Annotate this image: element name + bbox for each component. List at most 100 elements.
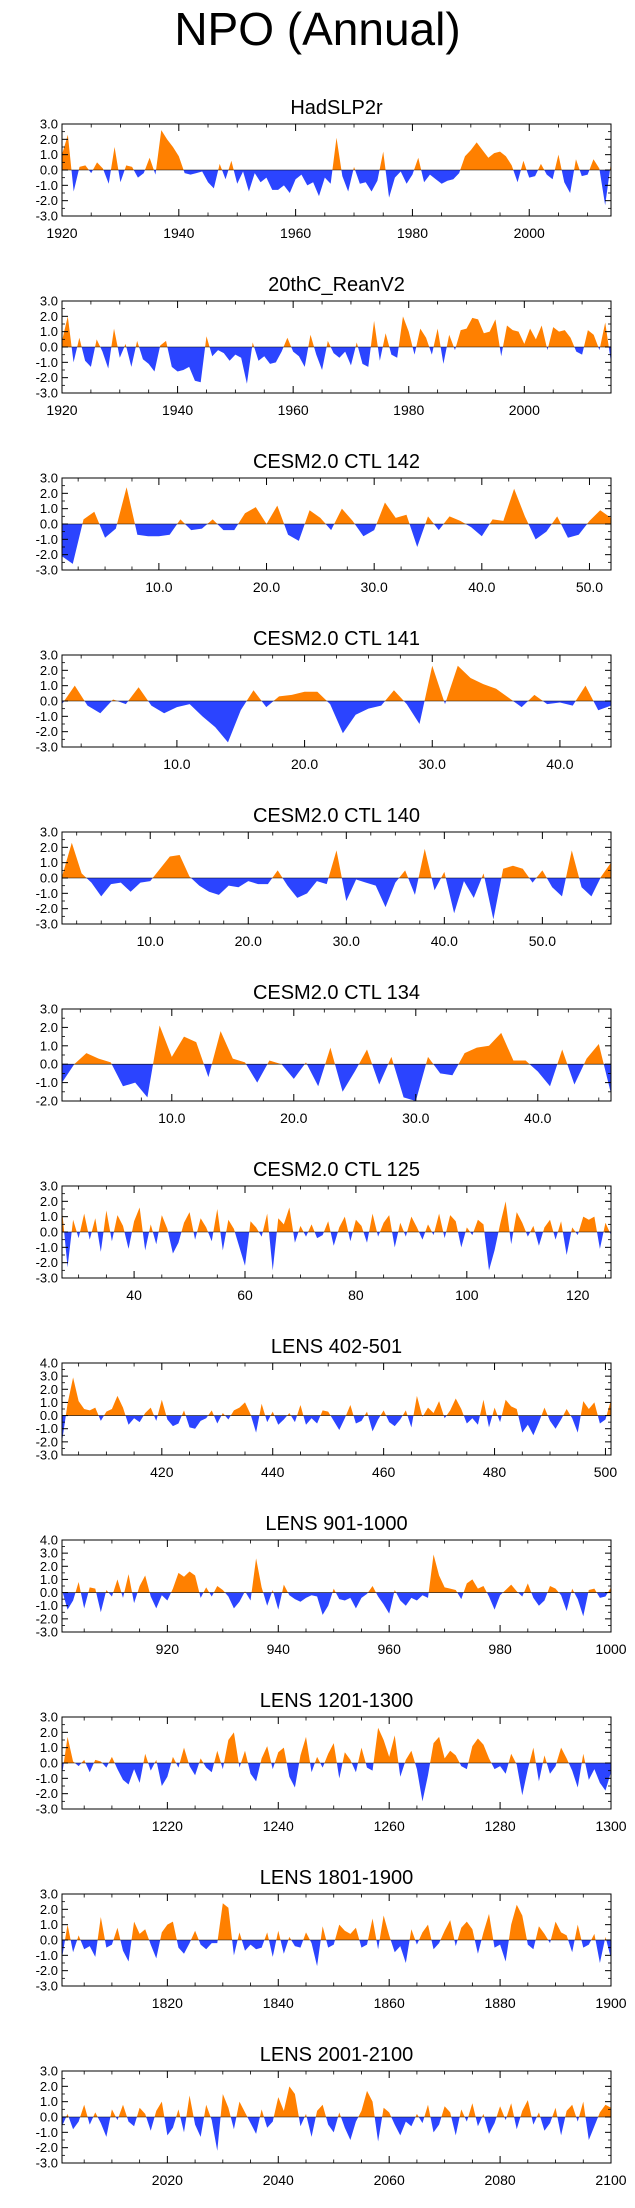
- y-tick-label: 2.0: [40, 1902, 58, 1917]
- x-tick-label: 20.0: [291, 756, 318, 772]
- y-tick-label: 0.0: [40, 163, 58, 178]
- negative-area: [62, 1415, 607, 1442]
- panel-title: LENS 901-1000: [265, 1513, 407, 1535]
- panel-11: LENS 1801-1900 3.02.01.00.0-1.0-2.0-3.0 18…: [36, 1867, 627, 2011]
- panel-title: HadSLP2r: [290, 97, 383, 119]
- y-tick-label: -1.0: [36, 355, 58, 370]
- negative-area: [62, 524, 588, 564]
- x-tick-label: 940: [267, 1641, 291, 1657]
- x-tick-label: 2080: [485, 2172, 516, 2188]
- x-tick-label: 1300: [595, 1818, 626, 1834]
- y-tick-label: -3.0: [36, 386, 58, 401]
- x-tick-label: 30.0: [333, 933, 360, 949]
- y-tick-label: 1.0: [40, 1572, 58, 1587]
- x-tick-label: 10.0: [137, 933, 164, 949]
- main-title: NPO (Annual): [174, 3, 461, 55]
- y-tick-label: 1.0: [40, 501, 58, 516]
- x-tick-label: 1860: [374, 1995, 405, 2011]
- y-tick-label: 1.0: [40, 147, 58, 162]
- y-tick-label: -1.0: [36, 1771, 58, 1786]
- x-tick-label: 500: [594, 1464, 618, 1480]
- y-tick-label: -1.0: [36, 178, 58, 193]
- y-tick-label: -2.0: [36, 1611, 58, 1626]
- x-tick-label: 50.0: [576, 579, 603, 595]
- y-tick-label: -3.0: [36, 1448, 58, 1463]
- panel-4: CESM2.0 CTL 141 3.02.01.00.0-1.0-2.0-3.0 1…: [36, 628, 612, 772]
- x-tick-label: 1220: [152, 1818, 183, 1834]
- panel-9: LENS 901-1000 4.03.02.01.00.0-1.0-2.0-3.0…: [36, 1513, 627, 1657]
- y-tick-label: 3.0: [40, 471, 58, 486]
- y-tick-label: -2.0: [36, 1255, 58, 1270]
- y-tick-label: -2.0: [36, 1786, 58, 1801]
- y-tick-label: -1.0: [36, 1421, 58, 1436]
- positive-area: [62, 842, 611, 878]
- y-tick-label: -2.0: [36, 2140, 58, 2155]
- plot-frame: [61, 1362, 612, 1456]
- x-tick-label: 2000: [514, 225, 545, 241]
- x-tick-label: 60: [237, 1287, 253, 1303]
- y-tick-label: 0.0: [40, 1057, 58, 1072]
- x-tick-label: 20.0: [253, 579, 280, 595]
- y-tick-label: -1.0: [36, 1598, 58, 1613]
- x-tick-label: 40.0: [468, 579, 495, 595]
- panel-title: LENS 1801-1900: [260, 1867, 413, 1889]
- positive-area: [64, 665, 594, 701]
- x-tick-label: 1000: [595, 1641, 626, 1657]
- y-tick-label: -2.0: [36, 1094, 58, 1109]
- y-tick-label: -2.0: [36, 724, 58, 739]
- y-tick-label: -1.0: [36, 886, 58, 901]
- y-tick-label: 1.0: [40, 1038, 58, 1053]
- panel-title: CESM2.0 CTL 142: [253, 451, 420, 473]
- x-tick-label: 2040: [263, 2172, 294, 2188]
- positive-area: [62, 316, 609, 347]
- y-tick-label: -2.0: [36, 1434, 58, 1449]
- x-tick-label: 2020: [152, 2172, 183, 2188]
- y-tick-label: 0.0: [40, 1756, 58, 1771]
- y-tick-label: 2.0: [40, 1725, 58, 1740]
- panel-title: LENS 1201-1300: [260, 1690, 413, 1712]
- y-tick-label: -1.0: [36, 1075, 58, 1090]
- x-tick-label: 10.0: [163, 756, 190, 772]
- y-tick-label: 3.0: [40, 1369, 58, 1384]
- y-tick-label: 0.0: [40, 1933, 58, 1948]
- y-tick-label: -2.0: [36, 370, 58, 385]
- x-tick-label: 980: [488, 1641, 512, 1657]
- y-tick-label: 3.0: [40, 117, 58, 132]
- x-tick-label: 1980: [393, 402, 424, 418]
- negative-area: [62, 1940, 611, 1967]
- positive-area: [82, 487, 611, 524]
- panel-7: CESM2.0 CTL 125 3.02.01.00.0-1.0-2.0-3.0 4…: [36, 1159, 612, 1303]
- y-tick-label: -1.0: [36, 709, 58, 724]
- x-tick-label: 1820: [152, 1995, 183, 2011]
- y-tick-label: 3.0: [40, 825, 58, 840]
- x-tick-label: 1940: [162, 402, 193, 418]
- y-tick-label: 0.0: [40, 1585, 58, 1600]
- y-tick-label: 0.0: [40, 1408, 58, 1423]
- panel-title: LENS 2001-2100: [260, 2044, 413, 2066]
- negative-area: [62, 1763, 611, 1802]
- y-tick-label: 2.0: [40, 2079, 58, 2094]
- x-tick-label: 1980: [397, 225, 428, 241]
- x-tick-label: 1240: [263, 1818, 294, 1834]
- x-tick-label: 1840: [263, 1995, 294, 2011]
- x-tick-label: 40.0: [546, 756, 573, 772]
- y-tick-label: -3.0: [36, 917, 58, 932]
- panel-title: CESM2.0 CTL 140: [253, 805, 420, 827]
- panel-8: LENS 402-501 4.03.02.01.00.0-1.0-2.0-3.0 4…: [36, 1336, 618, 1480]
- y-tick-label: 2.0: [40, 1020, 58, 1035]
- x-tick-label: 440: [261, 1464, 285, 1480]
- panel-5: CESM2.0 CTL 140 3.02.01.00.0-1.0-2.0-3.0 1…: [36, 805, 612, 949]
- y-tick-label: 3.0: [40, 1546, 58, 1561]
- x-tick-label: 40.0: [524, 1110, 551, 1126]
- y-tick-label: -2.0: [36, 1963, 58, 1978]
- y-tick-label: 1.0: [40, 1209, 58, 1224]
- positive-area: [62, 1554, 611, 1593]
- x-tick-label: 1880: [485, 1995, 516, 2011]
- panel-title: CESM2.0 CTL 125: [253, 1159, 420, 1181]
- positive-area: [62, 130, 611, 170]
- y-tick-label: -2.0: [36, 193, 58, 208]
- y-tick-label: -3.0: [36, 563, 58, 578]
- y-tick-label: 0.0: [40, 871, 58, 886]
